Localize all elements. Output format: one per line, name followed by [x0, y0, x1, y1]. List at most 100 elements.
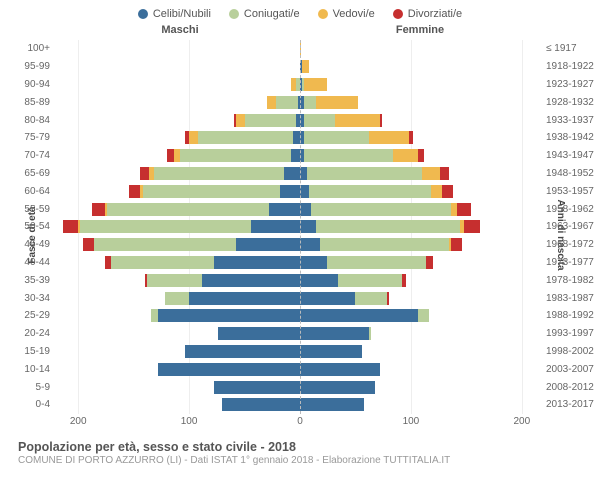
- seg-co: [276, 96, 298, 109]
- x-tick: 200: [70, 416, 87, 427]
- x-tick: 100: [181, 416, 198, 427]
- year-label: 2008-2012: [546, 382, 598, 393]
- year-label: 1948-1952: [546, 168, 598, 179]
- seg-di: [457, 203, 470, 216]
- seg-di: [440, 167, 449, 180]
- bar-male: [56, 292, 300, 305]
- seg-ve: [302, 60, 309, 73]
- bar-male: [56, 309, 300, 322]
- year-label: 1973-1977: [546, 257, 598, 268]
- bar-female: [300, 42, 544, 55]
- seg-cn: [158, 363, 300, 376]
- bar-male: [56, 96, 300, 109]
- x-axis-right: 0100200: [300, 414, 544, 434]
- seg-co: [304, 131, 368, 144]
- seg-co: [316, 220, 460, 233]
- bar-male: [56, 363, 300, 376]
- header-male: Maschi: [60, 24, 300, 36]
- bar-male: [56, 274, 300, 287]
- seg-cn: [300, 327, 369, 340]
- age-label: 95-99: [6, 61, 50, 72]
- seg-co: [151, 309, 158, 322]
- bar-female: [300, 96, 544, 109]
- bar-female: [300, 60, 544, 73]
- bar-female: [300, 309, 544, 322]
- seg-cn: [300, 238, 320, 251]
- seg-ve: [316, 96, 358, 109]
- bar-female: [300, 292, 544, 305]
- year-label: 1998-2002: [546, 346, 598, 357]
- bar-female: [300, 238, 544, 251]
- seg-co: [107, 203, 269, 216]
- bar-female: [300, 363, 544, 376]
- seg-co: [355, 292, 386, 305]
- bar-male: [56, 167, 300, 180]
- legend-swatch: [318, 9, 328, 19]
- year-label: 1978-1982: [546, 275, 598, 286]
- seg-cn: [300, 398, 364, 411]
- seg-di: [167, 149, 174, 162]
- legend-item: Divorziati/e: [393, 8, 462, 20]
- seg-di: [451, 238, 462, 251]
- legend-label: Coniugati/e: [244, 8, 300, 20]
- year-label: 1963-1967: [546, 221, 598, 232]
- seg-cn: [300, 363, 380, 376]
- chart-title: Popolazione per età, sesso e stato civil…: [18, 440, 590, 454]
- seg-cn: [300, 203, 311, 216]
- legend-label: Celibi/Nubili: [153, 8, 211, 20]
- x-axis: 100 200 0100200: [56, 414, 544, 434]
- x-tick: 200: [513, 416, 530, 427]
- seg-co: [80, 220, 251, 233]
- bar-female: [300, 345, 544, 358]
- bar-male: [56, 381, 300, 394]
- bar-female: [300, 78, 544, 91]
- seg-co: [304, 149, 393, 162]
- year-label: 1938-1942: [546, 132, 598, 143]
- seg-ve: [174, 149, 181, 162]
- seg-co: [143, 185, 281, 198]
- seg-di: [92, 203, 105, 216]
- seg-di: [464, 220, 480, 233]
- legend-swatch: [138, 9, 148, 19]
- age-label: 10-14: [6, 364, 50, 375]
- seg-cn: [293, 131, 300, 144]
- seg-di: [418, 149, 425, 162]
- legend-swatch: [393, 9, 403, 19]
- seg-co: [147, 274, 202, 287]
- year-label: 2003-2007: [546, 364, 598, 375]
- year-label: 1993-1997: [546, 328, 598, 339]
- year-label: 1988-1992: [546, 310, 598, 321]
- age-label: 20-24: [6, 328, 50, 339]
- footer: Popolazione per età, sesso e stato civil…: [0, 434, 600, 466]
- seg-ve: [431, 185, 442, 198]
- seg-di: [442, 185, 453, 198]
- year-label: 1923-1927: [546, 79, 598, 90]
- seg-di: [105, 256, 112, 269]
- y-axis-title-left: Fasce di età: [27, 206, 38, 263]
- year-label: 2013-2017: [546, 399, 598, 410]
- seg-co: [307, 167, 422, 180]
- seg-cn: [300, 256, 327, 269]
- year-label: 1968-1972: [546, 239, 598, 250]
- seg-cn: [236, 238, 300, 251]
- seg-ve: [335, 114, 379, 127]
- seg-cn: [300, 345, 362, 358]
- seg-cn: [300, 309, 418, 322]
- seg-cn: [158, 309, 300, 322]
- seg-co: [94, 238, 236, 251]
- seg-co: [309, 185, 431, 198]
- seg-ve: [369, 131, 409, 144]
- age-label: 5-9: [6, 382, 50, 393]
- bar-female: [300, 149, 544, 162]
- seg-cn: [214, 256, 301, 269]
- seg-cn: [251, 220, 300, 233]
- age-label: 70-74: [6, 150, 50, 161]
- bar-female: [300, 114, 544, 127]
- legend-swatch: [229, 9, 239, 19]
- bar-female: [300, 220, 544, 233]
- age-label: 65-69: [6, 168, 50, 179]
- bar-male: [56, 203, 300, 216]
- seg-ve: [451, 203, 458, 216]
- seg-co: [154, 167, 285, 180]
- bar-female: [300, 398, 544, 411]
